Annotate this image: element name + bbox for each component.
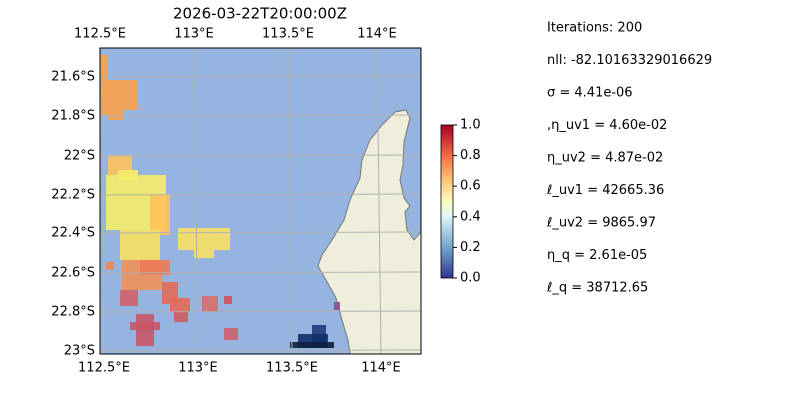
data-cell <box>108 110 124 120</box>
data-cell <box>120 230 160 260</box>
info-line: ℓ_q = 38712.65 <box>546 281 648 296</box>
meridian <box>193 48 199 354</box>
data-cell <box>100 55 108 115</box>
info-line: ℓ_uv2 = 9865.97 <box>546 216 656 231</box>
lon-label-bottom: 113°E <box>178 361 218 376</box>
map-title: 2026-03-22T20:00:00Z <box>173 5 347 23</box>
lon-label-top: 113°E <box>174 27 214 42</box>
lon-label-bottom: 112.5°E <box>78 361 130 376</box>
meridian <box>376 48 382 354</box>
parallel <box>100 231 421 234</box>
data-cell <box>170 298 190 312</box>
data-cell <box>118 170 138 180</box>
parallel <box>100 349 421 352</box>
parallel <box>100 193 421 196</box>
colorbar <box>440 124 454 279</box>
lon-label-bottom: 114°E <box>361 361 401 376</box>
lon-label-top: 113.5°E <box>262 27 314 42</box>
parallel <box>100 114 421 117</box>
lon-label-top: 112.5°E <box>74 27 126 42</box>
info-line: Iterations: 200 <box>547 21 642 36</box>
data-cell <box>108 80 138 110</box>
parallel <box>100 310 421 313</box>
colorbar-tick-label: 0.0 <box>460 271 481 286</box>
info-line: σ = 4.41e-06 <box>547 86 633 101</box>
colorbar-tick-label: 0.2 <box>460 240 481 255</box>
lat-label: 21.8°S <box>51 109 95 124</box>
lat-label: 22.2°S <box>51 188 95 203</box>
lon-label-top: 114°E <box>357 27 397 42</box>
data-cell <box>224 328 238 340</box>
lat-label: 22.6°S <box>51 266 95 281</box>
data-cell <box>290 342 334 348</box>
colorbar-tick-label: 1.0 <box>460 118 481 133</box>
data-cell <box>120 290 138 306</box>
map-frame <box>99 47 422 355</box>
data-cell <box>334 302 340 310</box>
data-cell <box>106 262 114 270</box>
data-cell <box>224 296 232 304</box>
lat-label: 22.8°S <box>51 305 95 320</box>
lat-label: 23°S <box>64 344 95 359</box>
lat-label: 21.6°S <box>51 70 95 85</box>
lon-label-bottom: 113.5°E <box>266 361 318 376</box>
info-line: nll: -82.10163329016629 <box>547 53 712 68</box>
map-area <box>100 48 421 354</box>
info-line: ,η_uv1 = 4.60e-02 <box>547 118 667 133</box>
data-cells <box>100 55 340 348</box>
colorbar-tick-label: 0.4 <box>460 209 481 224</box>
lat-label: 22°S <box>64 149 95 164</box>
colorbar-tick-label: 0.6 <box>460 179 481 194</box>
info-line: η_q = 2.61e-05 <box>547 248 647 263</box>
data-cell <box>140 260 170 275</box>
data-cell <box>174 312 188 322</box>
parallel <box>100 75 421 78</box>
data-cell <box>130 322 160 330</box>
colorbar-tick-label: 0.8 <box>460 148 481 163</box>
info-line: ℓ_uv1 = 42665.36 <box>546 183 664 198</box>
lat-label: 22.4°S <box>51 226 95 241</box>
data-cell <box>202 296 218 312</box>
info-line: η_uv2 = 4.87e-02 <box>547 151 663 166</box>
parallel <box>100 154 421 157</box>
data-cell <box>194 250 214 258</box>
graticule <box>100 48 421 354</box>
parallel <box>100 271 421 274</box>
meridian <box>100 48 105 354</box>
data-cell <box>178 228 230 250</box>
meridian <box>287 48 293 354</box>
data-cell <box>150 195 170 235</box>
